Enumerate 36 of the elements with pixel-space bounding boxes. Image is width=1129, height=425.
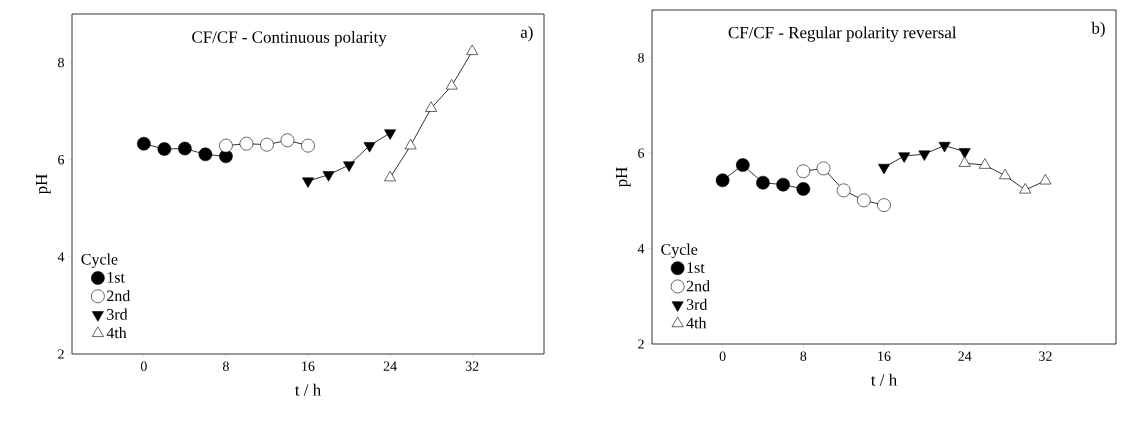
text: CF/CF - Continuous polarity [192, 30, 387, 47]
y-tick-label: 6 [638, 148, 645, 158]
legend-label: 2nd [107, 289, 131, 302]
text: CF/CF - Regular polarity reversal [728, 26, 957, 42]
x-tick-label: 0 [719, 351, 726, 361]
legend-label: 3rd [107, 308, 128, 320]
y-tick-label: 4 [637, 243, 645, 254]
x-tick-label: 0 [140, 361, 147, 371]
x-tick-label: 16 [878, 351, 891, 361]
annotation: a) [520, 26, 533, 42]
annotation: b) [1091, 21, 1105, 38]
x-tick-label: 32 [465, 361, 479, 371]
x-tick-label: 32 [1039, 351, 1052, 361]
x-tick-label: 24 [958, 351, 972, 361]
y-tick-label: 8 [58, 57, 64, 68]
legend-label: 2nd [686, 280, 710, 292]
y-tick-label: 2 [638, 339, 644, 349]
legend-label: 3rd [686, 298, 708, 310]
legend-label: 1st [687, 262, 705, 273]
y-axis-title: pH [35, 174, 51, 195]
y-axis-title: pH [615, 167, 631, 188]
legend-title: Cycle [661, 243, 698, 259]
y-tick-label: 6 [58, 155, 65, 165]
x-tick-label: 16 [302, 361, 315, 371]
x-tick-label: 8 [800, 351, 807, 361]
y-tick-label: 8 [638, 53, 644, 63]
legend-title: Cycle [81, 253, 118, 268]
legend-label: 4th [106, 327, 127, 339]
legend-label: 4th [686, 317, 707, 329]
y-tick-label: 2 [58, 349, 64, 359]
legend-label: 1st [107, 271, 125, 283]
x-tick-label: 24 [383, 361, 397, 371]
y-tick-label: 4 [57, 252, 65, 262]
x-axis-title: t / h [871, 373, 897, 386]
x-axis-title: t / h [295, 383, 321, 396]
x-tick-label: 8 [222, 361, 229, 371]
